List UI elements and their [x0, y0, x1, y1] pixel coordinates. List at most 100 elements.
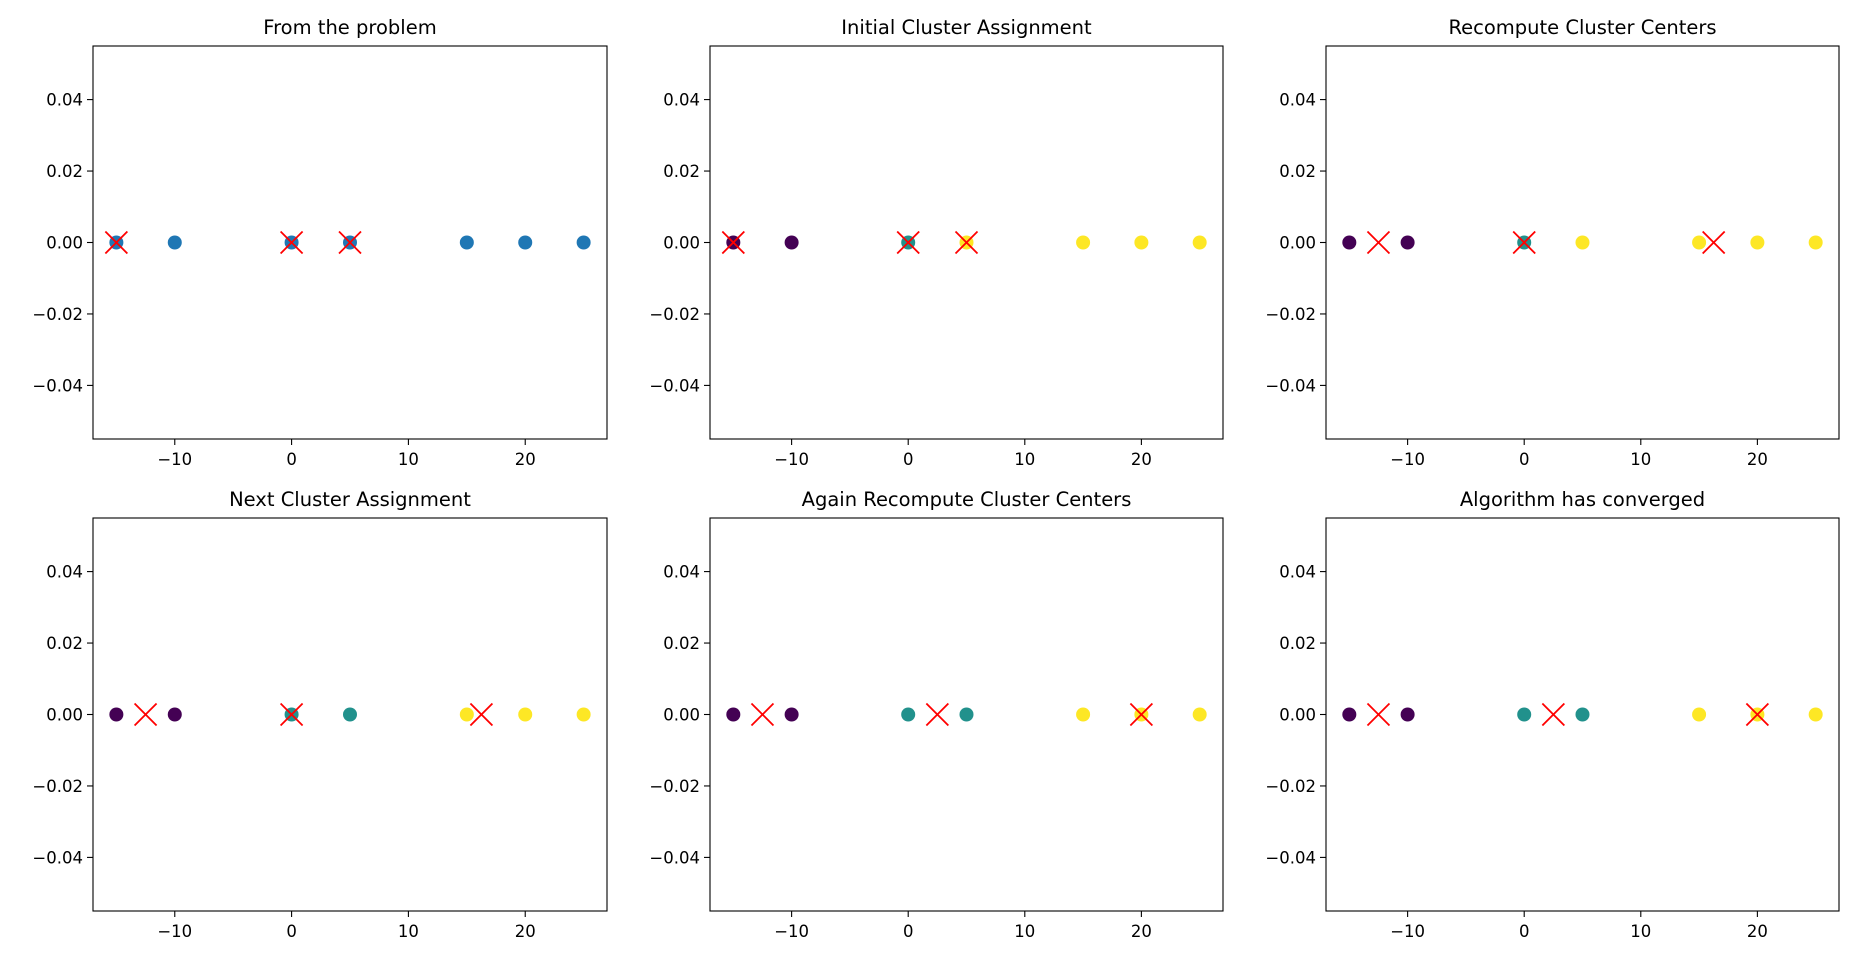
y-tick-label: 0.00 [46, 234, 83, 253]
axes-frame [92, 45, 608, 440]
x-tick-label: −10 [1390, 922, 1425, 941]
x-tick-label: 20 [515, 450, 536, 469]
data-point [1192, 707, 1207, 722]
y-tick-label: −0.02 [1265, 305, 1316, 324]
cluster-center-marker [1541, 702, 1565, 727]
x-tick-label: 0 [286, 922, 297, 941]
x-tick-label: 10 [1630, 922, 1651, 941]
cluster-center-marker [1366, 702, 1391, 727]
data-point [1342, 707, 1357, 722]
data-point [1076, 707, 1091, 722]
subplot-5: Again Recompute Cluster Centers −0.04 −0.0… [649, 488, 1224, 941]
subplot-2: Initial Cluster Assignment −0.04 −0.02 0.00… [649, 16, 1224, 469]
data-point [459, 707, 474, 722]
center-marker-stroke [925, 702, 949, 727]
data-point [784, 235, 799, 250]
axes-frame [709, 517, 1224, 912]
data-point [1575, 707, 1590, 722]
data-point [1808, 707, 1823, 722]
data-point [784, 707, 799, 722]
center-marker-stroke [133, 702, 158, 727]
center-marker-stroke [721, 230, 745, 255]
center-marker-stroke [1702, 230, 1726, 255]
data-point [726, 707, 741, 722]
x-tick-label: 20 [1131, 922, 1152, 941]
center-marker-stroke [104, 230, 129, 255]
data-point [901, 707, 916, 722]
subplot-6: Algorithm has converged −0.04 −0.02 0.00 0.0… [1265, 488, 1840, 941]
subplot-title: Recompute Cluster Centers [1448, 16, 1716, 39]
data-point [1692, 707, 1707, 722]
x-tick-label: 10 [1014, 922, 1035, 941]
center-marker-stroke [896, 230, 920, 255]
cluster-center-marker [469, 702, 494, 727]
y-tick-label: 0.00 [46, 706, 83, 725]
x-tick-label: −10 [1390, 450, 1425, 469]
subplot-1: From the problem −0.04 −0.02 0.00 0.02 0.04 −1… [32, 16, 608, 469]
axes-frame [92, 517, 608, 912]
cluster-center-marker [721, 230, 745, 255]
y-tick-label: 0.04 [1279, 91, 1316, 110]
center-marker-stroke [1745, 702, 1770, 727]
center-marker-stroke [338, 230, 362, 255]
axes-frame [1325, 45, 1840, 440]
x-tick-label: 20 [1747, 922, 1768, 941]
data-point [1517, 707, 1532, 722]
center-marker-stroke [279, 230, 304, 255]
data-point [576, 235, 591, 250]
y-tick-label: −0.04 [1265, 376, 1316, 395]
y-tick-label: −0.04 [1265, 848, 1316, 867]
axes-frame [1325, 517, 1840, 912]
subplot-title: From the problem [263, 16, 436, 39]
y-tick-label: 0.02 [46, 162, 83, 181]
x-tick-label: 0 [1519, 922, 1530, 941]
y-tick-label: −0.02 [32, 777, 83, 796]
subplot-3: Recompute Cluster Centers −0.04 −0.02 0.00 0… [1265, 16, 1840, 469]
cluster-center-marker [1129, 702, 1154, 727]
cluster-center-marker [133, 702, 158, 727]
y-tick-label: −0.04 [649, 376, 700, 395]
cluster-center-marker [1366, 230, 1391, 255]
x-tick-label: 10 [398, 922, 419, 941]
data-point [1575, 235, 1590, 250]
center-marker-stroke [469, 702, 494, 727]
center-marker-stroke [954, 230, 979, 255]
cluster-center-marker [1745, 702, 1770, 727]
data-point [1808, 235, 1823, 250]
subplot-title: Next Cluster Assignment [229, 488, 471, 511]
data-point [518, 235, 533, 250]
y-tick-label: 0.04 [46, 91, 83, 110]
cluster-center-marker [1512, 230, 1536, 255]
x-tick-label: −10 [157, 922, 192, 941]
cluster-center-marker [896, 230, 920, 255]
x-tick-label: 20 [1131, 450, 1152, 469]
x-tick-label: 20 [1747, 450, 1768, 469]
y-tick-label: 0.02 [46, 634, 83, 653]
cluster-center-marker [338, 230, 362, 255]
subplot-title: Algorithm has converged [1460, 488, 1705, 511]
data-point [1750, 235, 1765, 250]
y-tick-label: 0.02 [663, 162, 700, 181]
y-tick-label: 0.00 [663, 706, 700, 725]
y-tick-label: 0.04 [663, 91, 700, 110]
cluster-center-marker [104, 230, 129, 255]
y-tick-label: −0.02 [32, 305, 83, 324]
y-tick-label: −0.02 [1265, 777, 1316, 796]
data-point [167, 707, 182, 722]
data-point [343, 707, 357, 722]
center-marker-stroke [1129, 702, 1154, 727]
axes-frame [709, 45, 1224, 440]
data-point [109, 707, 124, 722]
data-point [1134, 235, 1149, 250]
y-tick-label: 0.00 [1279, 234, 1316, 253]
data-point [459, 235, 474, 250]
center-marker-stroke [750, 702, 775, 727]
y-tick-label: −0.04 [32, 376, 83, 395]
cluster-center-marker [750, 702, 775, 727]
cluster-center-marker [925, 702, 949, 727]
y-tick-label: 0.02 [1279, 634, 1316, 653]
subplot-title: Initial Cluster Assignment [841, 16, 1092, 39]
x-tick-label: 10 [398, 450, 419, 469]
data-point [576, 707, 591, 722]
